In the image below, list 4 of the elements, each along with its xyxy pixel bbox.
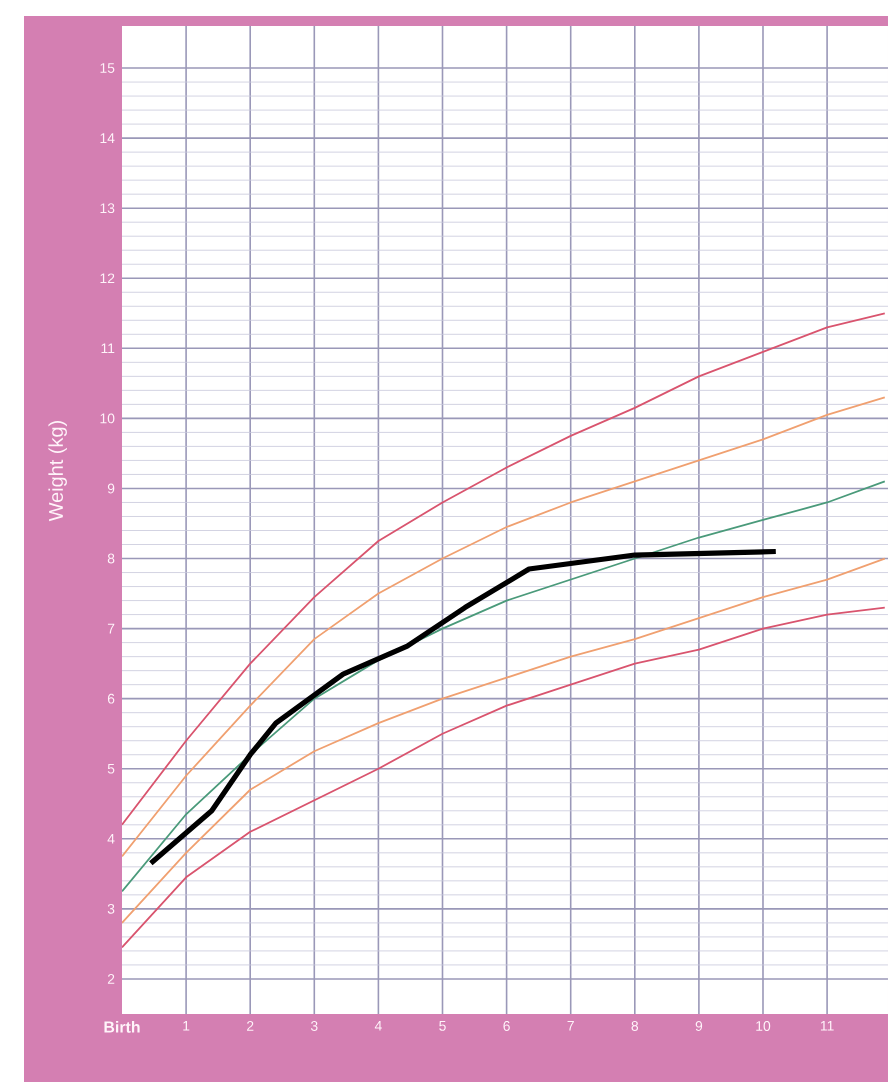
line-series: [121, 312, 886, 826]
line-series: [121, 557, 886, 924]
y-axis-title: Weight (kg): [48, 421, 67, 522]
line-series: [147, 548, 779, 866]
